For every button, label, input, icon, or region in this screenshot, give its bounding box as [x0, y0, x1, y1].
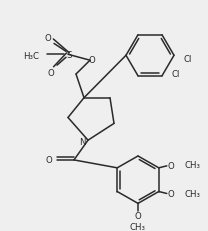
Text: S: S	[66, 51, 72, 60]
Text: O: O	[48, 68, 54, 77]
Text: O: O	[89, 55, 95, 64]
Text: H₃C: H₃C	[23, 52, 39, 61]
Text: CH₃: CH₃	[130, 222, 146, 231]
Text: O: O	[167, 189, 174, 198]
Text: O: O	[45, 34, 51, 43]
Text: O: O	[45, 156, 52, 165]
Text: Cl: Cl	[184, 55, 192, 64]
Text: N: N	[79, 137, 85, 146]
Text: Cl: Cl	[172, 70, 180, 79]
Text: CH₃: CH₃	[185, 161, 201, 170]
Text: O: O	[167, 162, 174, 171]
Text: O: O	[135, 211, 141, 220]
Text: CH₃: CH₃	[185, 189, 201, 198]
